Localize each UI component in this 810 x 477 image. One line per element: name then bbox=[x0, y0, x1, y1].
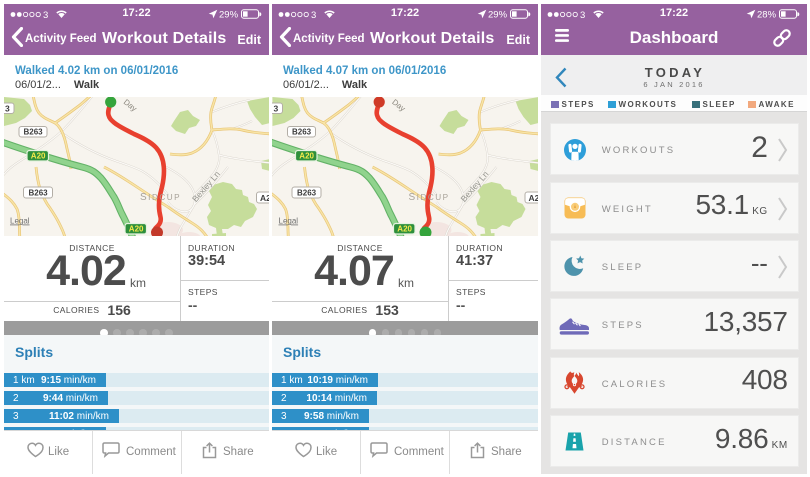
svg-text:3: 3 bbox=[311, 10, 316, 19]
svg-text:SIDCUP: SIDCUP bbox=[140, 192, 181, 203]
svg-text:3: 3 bbox=[274, 104, 279, 114]
svg-text:29%: 29% bbox=[488, 10, 508, 19]
svg-text:28%: 28% bbox=[757, 10, 777, 19]
svg-text:A20: A20 bbox=[299, 152, 314, 161]
svg-text:A20: A20 bbox=[129, 225, 144, 234]
svg-text:SIDCUP: SIDCUP bbox=[409, 192, 450, 203]
svg-text:3: 3 bbox=[580, 10, 585, 19]
svg-text:A2: A2 bbox=[529, 193, 539, 203]
svg-text:3: 3 bbox=[43, 10, 48, 19]
svg-text:B263: B263 bbox=[29, 188, 49, 197]
svg-text:A20: A20 bbox=[397, 225, 412, 234]
svg-text:B263: B263 bbox=[292, 128, 312, 137]
svg-text:A20: A20 bbox=[31, 152, 46, 161]
svg-text:29%: 29% bbox=[219, 10, 239, 19]
svg-text:3: 3 bbox=[5, 104, 10, 114]
svg-text:A2: A2 bbox=[260, 193, 269, 203]
svg-text:B263: B263 bbox=[297, 188, 317, 197]
svg-text:Legal: Legal bbox=[10, 217, 30, 226]
svg-text:Legal: Legal bbox=[279, 217, 299, 226]
svg-text:B263: B263 bbox=[24, 128, 44, 137]
